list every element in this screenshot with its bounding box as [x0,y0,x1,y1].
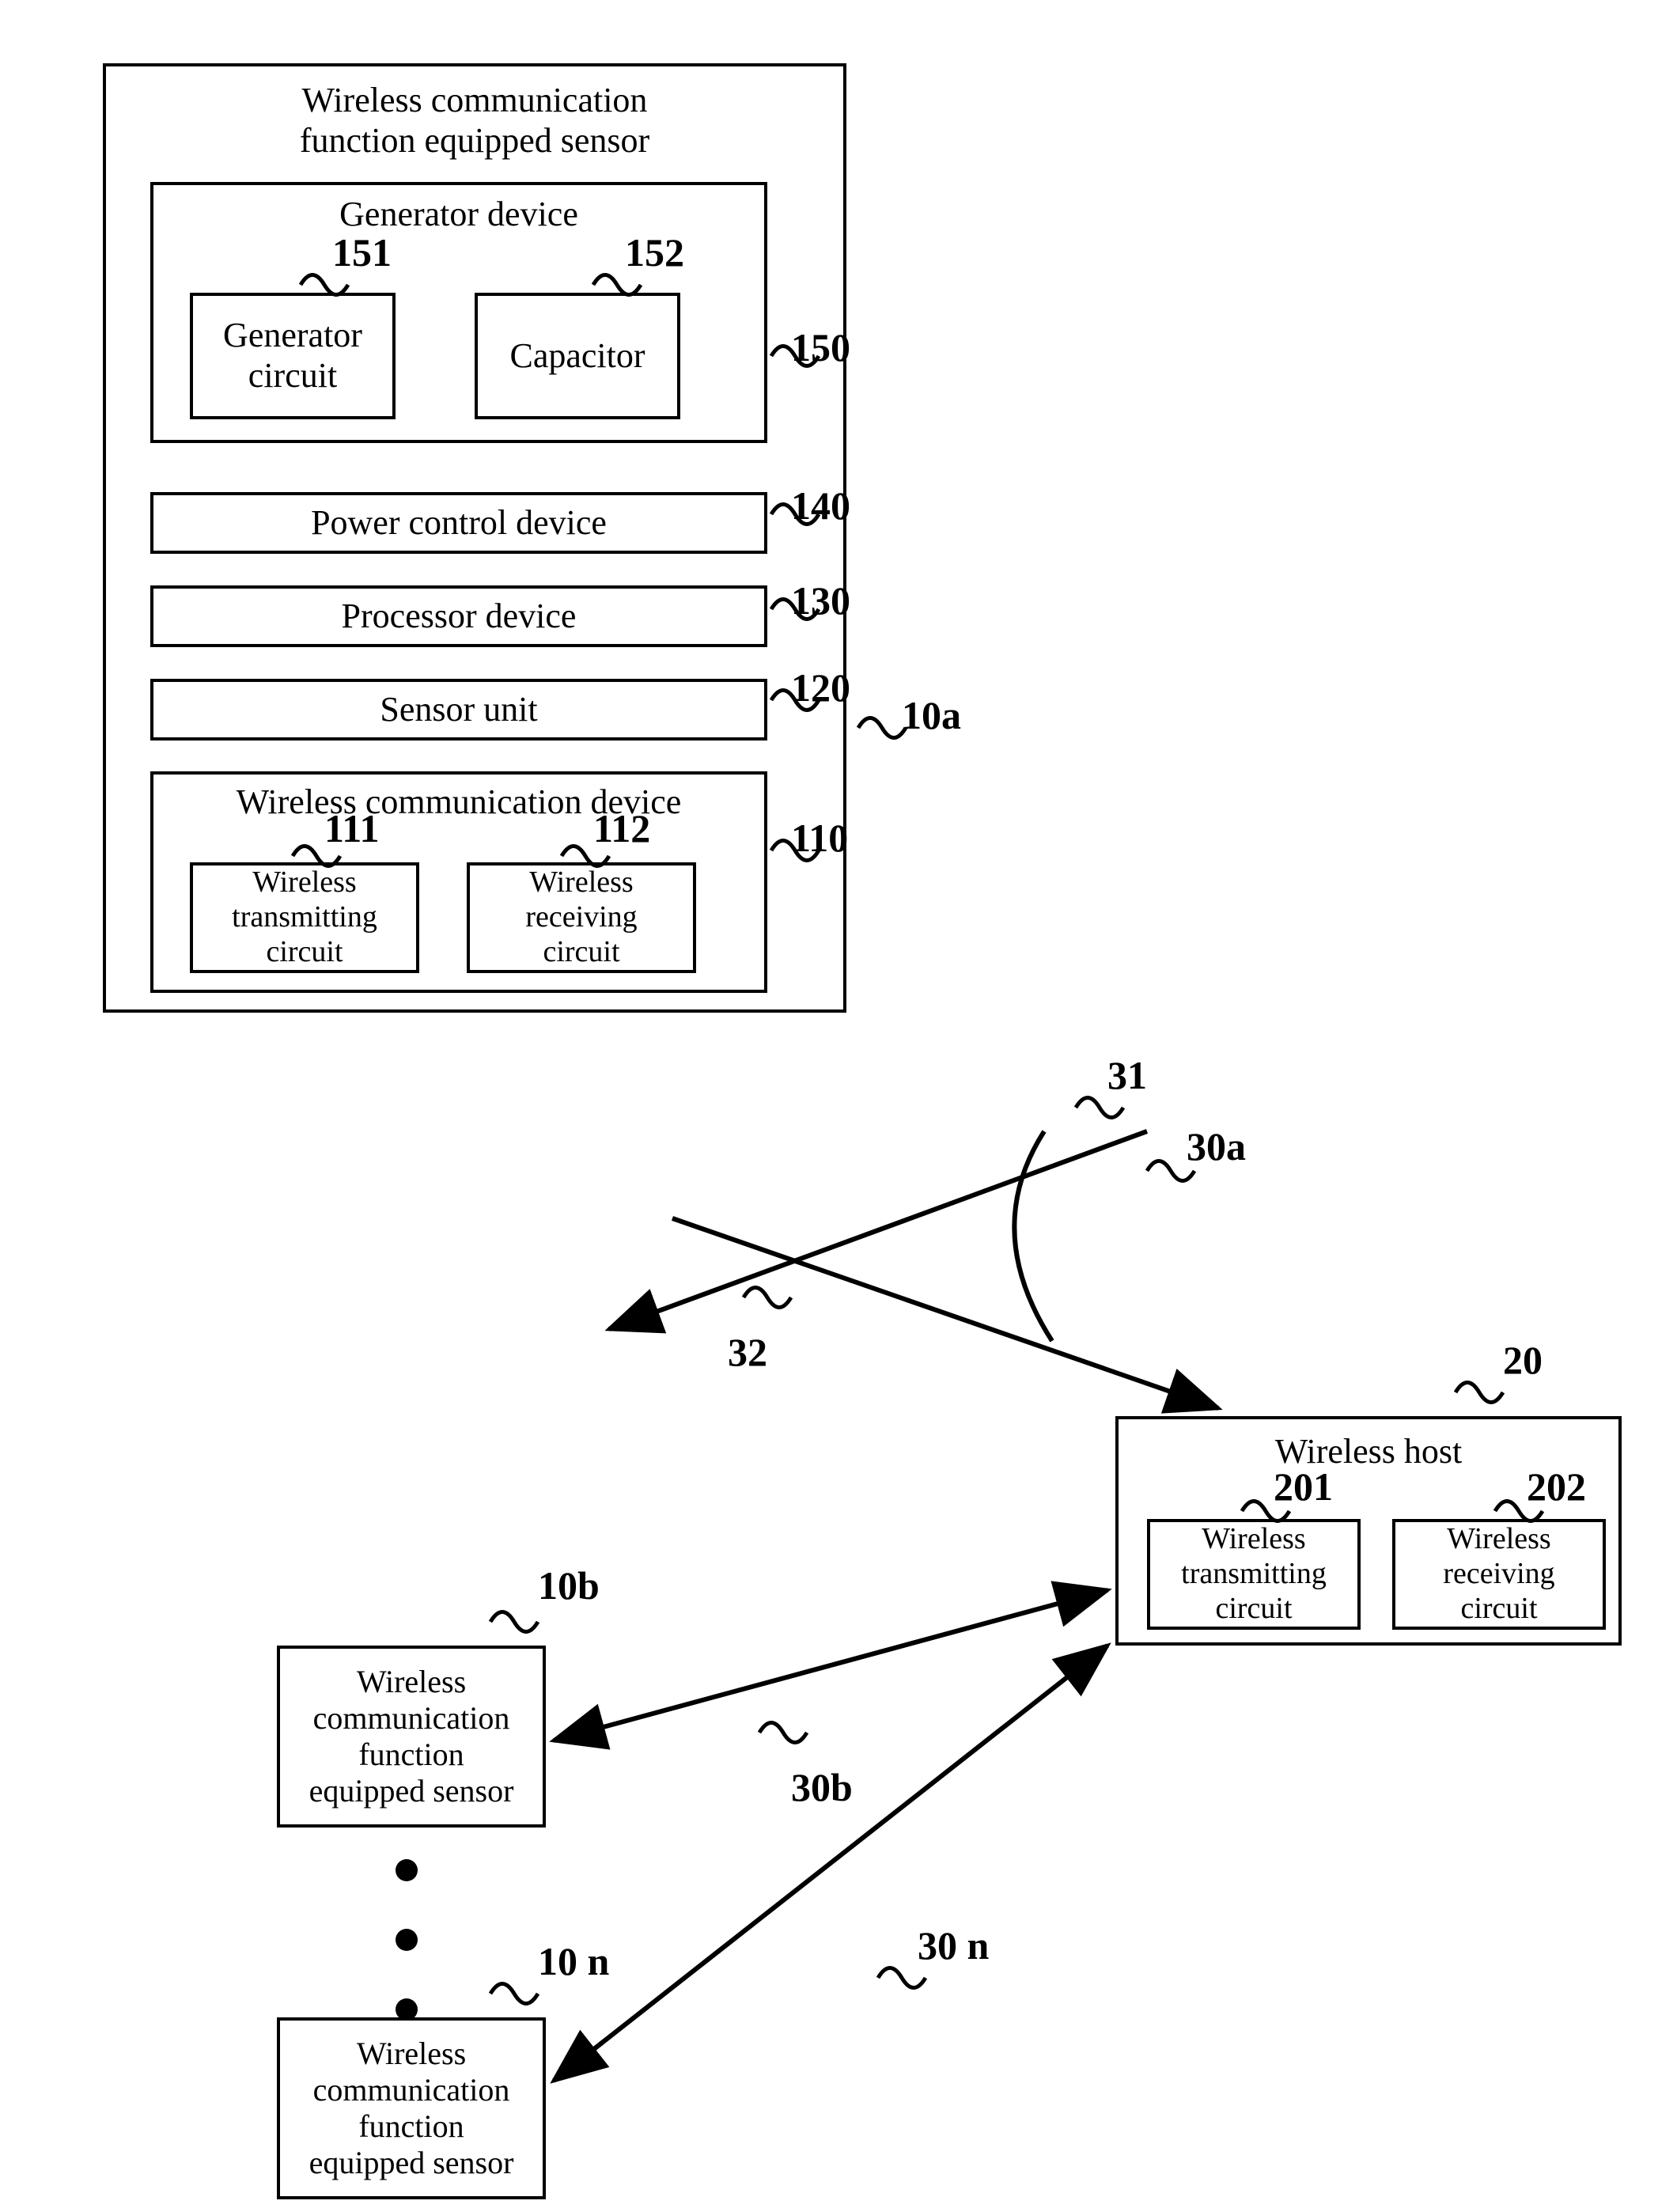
sensor-unit-title: Sensor unit [380,690,537,730]
arrow-32 [609,1131,1147,1329]
arrow-30b [554,1590,1107,1740]
capacitor-title: Capacitor [509,336,645,377]
power-control-box: Power control device [150,492,767,554]
label-10b: 10b [538,1562,600,1608]
label-10a: 10a [902,692,961,738]
arrow-30n [554,1646,1107,2081]
squiggle-icon [490,1984,538,2004]
generator-circuit-box: Generator circuit [190,293,396,419]
squiggle-icon [744,1288,791,1308]
sb-t1: Wireless [357,1664,466,1700]
sb-t4: equipped sensor [309,1773,514,1809]
label-202: 202 [1527,1464,1586,1509]
sensor-b-box: Wireless communication function equipped… [277,1646,546,1828]
arc-30a [1014,1131,1052,1341]
wtx-t2: transmitting [232,900,377,935]
label-31: 31 [1107,1052,1147,1098]
dot-icon [396,1859,418,1881]
wrx-t3: circuit [543,935,619,970]
wtx-t3: circuit [266,935,343,970]
label-30n: 30 n [918,1922,989,1968]
sn-t2: communication [313,2072,510,2108]
wrx-t2: receiving [525,900,637,935]
sn-t4: equipped sensor [309,2145,514,2181]
squiggle-icon [1076,1098,1123,1118]
label-30b: 30b [791,1764,853,1810]
diagram-canvas: Wireless communication function equipped… [0,0,1677,2212]
ellipsis-dots [396,1859,418,2021]
label-111: 111 [324,805,379,851]
label-152: 152 [625,229,684,275]
sb-t2: communication [313,1700,510,1737]
generator-circuit-t2: circuit [248,356,337,396]
htx-t3: circuit [1215,1592,1292,1627]
label-140: 140 [791,483,850,528]
wireless-tx-box: Wireless transmitting circuit [190,862,419,973]
label-110: 110 [791,815,848,861]
processor-title: Processor device [342,597,577,637]
label-150: 150 [791,324,850,370]
hrx-t2: receiving [1443,1557,1554,1592]
host-tx-box: Wireless transmitting circuit [1147,1519,1361,1630]
label-20: 20 [1503,1337,1543,1383]
dot-icon [396,1929,418,1951]
power-control-title: Power control device [311,503,607,544]
sensor-a-title1: Wireless communication [302,81,648,121]
squiggle-icon [1456,1383,1503,1403]
capacitor-box: Capacitor [475,293,680,419]
squiggle-icon [878,1968,926,1988]
squiggle-icon [759,1723,807,1743]
htx-t1: Wireless [1202,1522,1305,1557]
label-30a: 30a [1187,1123,1246,1169]
label-201: 201 [1274,1464,1333,1509]
label-32: 32 [728,1329,767,1375]
sb-t3: function [358,1737,464,1773]
sn-t1: Wireless [357,2036,466,2072]
sensor-a-title2: function equipped sensor [300,121,649,161]
wtx-t1: Wireless [252,865,356,900]
squiggle-icon [490,1612,538,1632]
label-120: 120 [791,665,850,710]
sensor-n-box: Wireless communication function equipped… [277,2017,546,2199]
processor-box: Processor device [150,585,767,647]
wireless-rx-box: Wireless receiving circuit [467,862,696,973]
label-112: 112 [593,805,650,851]
hrx-t1: Wireless [1447,1522,1550,1557]
squiggle-icon [858,718,906,738]
label-151: 151 [332,229,392,275]
host-rx-box: Wireless receiving circuit [1392,1519,1606,1630]
arrow-31 [672,1218,1218,1408]
wrx-t1: Wireless [529,865,633,900]
label-130: 130 [791,578,850,623]
sn-t3: function [358,2108,464,2145]
sensor-unit-box: Sensor unit [150,679,767,740]
htx-t2: transmitting [1181,1557,1327,1592]
dot-icon [396,1998,418,2021]
hrx-t3: circuit [1460,1592,1537,1627]
generator-circuit-t1: Generator [223,316,362,356]
generator-device-title: Generator device [339,195,578,235]
label-10n: 10 n [538,1938,609,1984]
